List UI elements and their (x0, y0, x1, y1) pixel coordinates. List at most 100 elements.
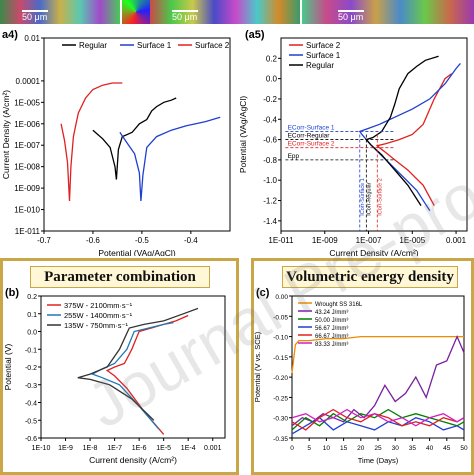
y-tick-label: -1.2 (263, 197, 277, 206)
annotation-label: ICorr-Surface 1 (360, 178, 366, 216)
x-tick-label: 1E-4 (181, 445, 196, 452)
legend-label: Regular (306, 61, 334, 70)
x-tick-label: 1E-7 (107, 445, 122, 452)
y-tick-label: 0.1 (27, 312, 37, 319)
scale-label: 50 μm (22, 12, 48, 22)
x-tick-label: 1E-011 (268, 236, 294, 245)
series-line (358, 62, 461, 212)
panel-label: a4) (2, 29, 18, 41)
series-line (291, 408, 465, 431)
y-tick-label: 1E-008 (14, 163, 40, 172)
annotation-label: ECorr-Regular (288, 133, 331, 140)
chart-a5: 1E-011 1E-009 1E-007 1E-005 0.001 0.2 0.0 -0.2 -… (238, 29, 468, 256)
plot-area (43, 37, 231, 232)
y-tick-label: 0.2 (266, 54, 278, 63)
x-tick-label: 20 (357, 445, 365, 452)
annotation-label: Epp (288, 153, 300, 160)
x-tick-label: -0.6 (86, 236, 100, 245)
y-tick-label: -0.6 (25, 436, 37, 443)
y-tick-label: 1E-005 (14, 98, 40, 107)
x-tick-label: 5 (307, 445, 311, 452)
x-tick-label: 1E-007 (356, 236, 382, 245)
y-tick-label: -0.15 (273, 355, 288, 362)
y-tick-label: -0.05 (273, 314, 288, 321)
scale-bar (22, 10, 48, 12)
x-tick-label: 1E-5 (156, 445, 171, 452)
y-tick-label: 0.01 (24, 34, 40, 43)
panel-label: (c) (256, 288, 270, 299)
ipf-key (122, 0, 150, 24)
legend-label: 255W - 1400mm·s⁻¹ (64, 311, 133, 320)
series-line (291, 334, 465, 427)
annotation-label: ICorr-Surface 2 (377, 178, 383, 216)
x-tick-label: -0.7 (37, 236, 51, 245)
plot-area (280, 37, 468, 232)
y-axis-label: Potential (V vs. SCE) (254, 331, 262, 402)
series-line (291, 408, 465, 427)
y-axis-label: Potential (V) (3, 343, 13, 390)
x-tick-label: 1E-10 (32, 445, 51, 452)
panel-b-title: Parameter combination (30, 266, 210, 288)
chart-c: 0 5 10 15 20 25 30 35 40 45 50 0.00 -0.05 -0.10 -0.15 -… (254, 288, 468, 465)
legend-label: Regular (79, 41, 107, 50)
legend-label: Surface 1 (137, 41, 172, 50)
scale-label: 50 μm (172, 12, 198, 22)
y-tick-label: -0.20 (273, 375, 288, 382)
x-tick-label: 25 (374, 445, 382, 452)
y-tick-label: -0.3 (25, 383, 37, 390)
y-tick-label: -0.6 (263, 136, 277, 145)
y-tick-label: -1.0 (263, 176, 277, 185)
y-axis-label: Potential (VAg/AgCl) (238, 96, 248, 173)
series-line (77, 307, 199, 421)
series-line (60, 82, 123, 202)
x-tick-label: 40 (426, 445, 434, 452)
y-tick-label: 0.0 (27, 330, 37, 337)
y-tick-label: -1.4 (263, 217, 277, 226)
x-tick-label: 1E-8 (83, 445, 98, 452)
x-tick-label: 0 (290, 445, 294, 452)
y-tick-label: 1E-007 (14, 141, 40, 150)
legend-label: 66.67 J/mm³ (315, 334, 348, 340)
series-line (90, 321, 174, 430)
legend-label: 135W - 750mm·s⁻¹ (64, 321, 128, 330)
y-tick-label: -0.2 (25, 365, 37, 372)
chart-a4: -0.7 -0.6 -0.5 -0.4 0.01 0.0001 1E-005 1E-006 1E… (1, 29, 231, 256)
x-tick-label: 1E-009 (312, 236, 338, 245)
x-tick-label: -0.5 (135, 236, 149, 245)
y-tick-label: 0.2 (27, 294, 37, 301)
x-tick-label: 1E-005 (399, 236, 425, 245)
series-line (92, 97, 177, 180)
ebsd-map-1: 50 μm (0, 0, 120, 24)
series-line (291, 335, 464, 374)
scale-bar (172, 10, 198, 12)
series-line (119, 116, 221, 202)
legend-label: Surface 1 (306, 51, 341, 60)
panel-c-title: Volumetric energy density (282, 266, 458, 288)
legend-label: Wrought SS 316L (315, 302, 363, 308)
legend-label: Surface 2 (306, 41, 341, 50)
y-tick-label: 1E-011 (15, 227, 41, 236)
series-line (291, 408, 465, 431)
y-axis-label: Current Density (A/cm²) (1, 90, 11, 179)
series-line (375, 73, 453, 206)
x-tick-label: -0.4 (184, 236, 198, 245)
annotation-label: ICorr-Regular (366, 182, 372, 215)
panel-label: (a5) (245, 29, 265, 41)
chart-b: 1E-10 1E-9 1E-8 1E-7 1E-6 1E-5 1E-4 0.001 0.2 0.1… (3, 288, 226, 465)
x-tick-label: 45 (443, 445, 451, 452)
legend-label: 43.24 J/mm³ (315, 310, 348, 316)
legend-label: 83.33 J/mm³ (315, 342, 348, 348)
x-axis-label: Time (Days) (358, 456, 399, 465)
y-tick-label: 1E-009 (14, 184, 40, 193)
legend-label: 50.00 J/mm³ (315, 318, 348, 324)
scale-label: 50 μm (338, 12, 364, 22)
x-tick-label: 0.001 (204, 445, 222, 452)
x-tick-label: 30 (392, 445, 400, 452)
y-tick-label: -0.25 (273, 395, 288, 402)
x-tick-label: 0.001 (446, 236, 467, 245)
y-tick-label: -0.4 (25, 401, 37, 408)
y-tick-label: -0.4 (263, 115, 277, 124)
x-tick-label: 35 (409, 445, 417, 452)
annotation-label: ECorr-Surface 1 (288, 124, 335, 131)
